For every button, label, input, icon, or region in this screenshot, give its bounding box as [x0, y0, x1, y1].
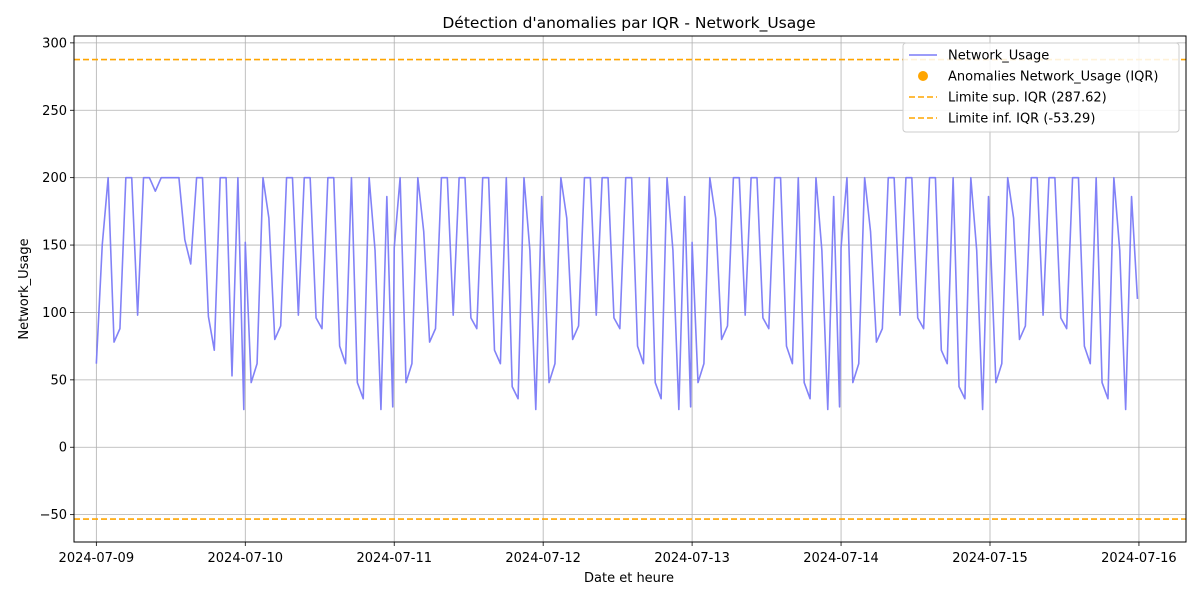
plot-data: [74, 58, 1186, 520]
legend-box: [902, 42, 1180, 133]
x-tick-label: 2024-07-09: [59, 551, 135, 566]
legend-label: Limite sup. IQR (287.62): [948, 91, 1107, 106]
y-tick-label: 50: [50, 373, 67, 388]
axis-ticks: 2024-07-09 2024-07-10 2024-07-11 2024-07-12…: [40, 36, 1177, 566]
y-tick-label: 300: [42, 36, 67, 51]
legend-label: Limite inf. IQR (-53.29): [948, 112, 1095, 127]
y-tick-label: 200: [42, 171, 67, 186]
legend-label: Anomalies Network_Usage (IQR): [948, 70, 1159, 85]
x-tick-label: 2024-07-14: [803, 551, 879, 566]
y-tick-label: 150: [42, 239, 67, 254]
network-usage-line: [95, 176, 1139, 411]
y-axis-label: Network_Usage: [17, 238, 32, 339]
y-tick-label: −50: [40, 508, 67, 523]
x-tick-label: 2024-07-16: [1101, 551, 1177, 566]
x-tick-label: 2024-07-11: [356, 551, 432, 566]
legend-marker-anomalies: [918, 71, 928, 81]
chart-title: Détection d'anomalies par IQR - Network_…: [442, 14, 815, 33]
y-tick-label: 0: [59, 441, 67, 456]
x-axis-label: Date et heure: [584, 571, 674, 586]
plot-frame: [73, 35, 1187, 543]
legend-label: Network_Usage: [948, 49, 1049, 64]
x-tick-label: 2024-07-15: [952, 551, 1028, 566]
y-tick-label: 250: [42, 104, 67, 119]
x-tick-label: 2024-07-12: [505, 551, 581, 566]
x-tick-label: 2024-07-10: [208, 551, 284, 566]
x-tick-label: 2024-07-13: [654, 551, 730, 566]
y-tick-label: 100: [42, 306, 67, 321]
legend: Network_Usage Anomalies Network_Usage (IQ…: [902, 42, 1180, 133]
